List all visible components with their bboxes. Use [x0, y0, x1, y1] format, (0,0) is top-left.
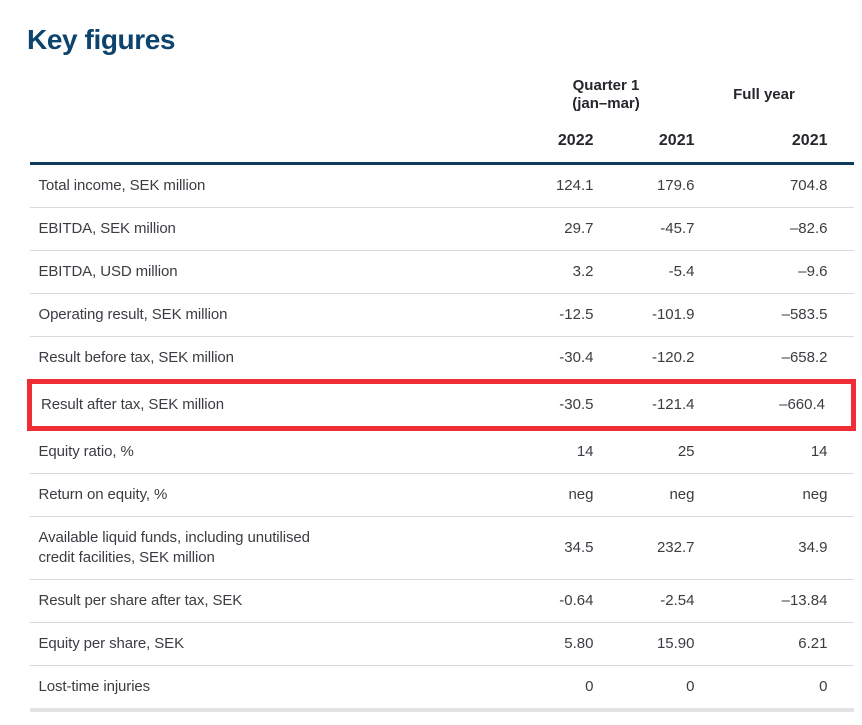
- column-group-row: Quarter 1 (jan–mar) Full year: [30, 64, 854, 126]
- table-row: Operating result, SEK million -12.5 -101…: [29, 293, 854, 337]
- year-header-row: 2022 2021 2021: [29, 126, 854, 165]
- value-q1-2022: 0: [489, 665, 594, 712]
- table-row: Available liquid funds, including unutil…: [29, 516, 854, 580]
- value-fy-2021: –658.2: [694, 336, 854, 382]
- value-fy-2021: –660.4: [694, 379, 856, 431]
- row-label: Available liquid funds, including unutil…: [29, 516, 490, 580]
- value-q1-2022: 14: [489, 428, 594, 474]
- table-row: Equity per share, SEK 5.80 15.90 6.21: [29, 622, 854, 666]
- value-fy-2021: 0: [694, 665, 854, 712]
- row-label: Result before tax, SEK million: [29, 336, 490, 382]
- value-q1-2021: -101.9: [593, 293, 695, 337]
- row-label: EBITDA, USD million: [29, 250, 490, 294]
- value-q1-2022: 5.80: [489, 622, 594, 666]
- value-fy-2021: 14: [694, 428, 854, 474]
- row-label: Equity ratio, %: [29, 428, 490, 474]
- table-row: Result before tax, SEK million -30.4 -12…: [29, 336, 854, 382]
- value-q1-2021: 232.7: [593, 516, 695, 580]
- column-group-fullyear: Full year: [733, 86, 795, 103]
- column-group-quarter1: Quarter 1 (jan–mar): [572, 77, 640, 112]
- value-q1-2022: 3.2: [489, 250, 594, 294]
- table-row: Return on equity, % neg neg neg: [29, 473, 854, 517]
- table-header: Quarter 1 (jan–mar) Full year 2022 2021 …: [29, 64, 854, 165]
- value-q1-2022: 29.7: [489, 207, 594, 251]
- row-label: Result per share after tax, SEK: [29, 579, 490, 623]
- table-row: Result per share after tax, SEK -0.64 -2…: [29, 579, 854, 623]
- value-q1-2022: -30.4: [489, 336, 594, 382]
- value-q1-2021: -5.4: [593, 250, 695, 294]
- row-label: EBITDA, SEK million: [29, 207, 490, 251]
- value-q1-2021: -121.4: [593, 379, 695, 431]
- value-q1-2022: -30.5: [489, 379, 594, 431]
- row-label: Lost-time injuries: [29, 665, 490, 712]
- value-fy-2021: –9.6: [694, 250, 854, 294]
- table-body: Total income, SEK million 124.1 179.6 70…: [27, 163, 856, 712]
- value-q1-2022: -0.64: [489, 579, 594, 623]
- value-fy-2021: –13.84: [694, 579, 854, 623]
- value-fy-2021: 34.9: [694, 516, 854, 580]
- table-row: EBITDA, SEK million 29.7 -45.7 –82.6: [29, 207, 854, 251]
- table-row-highlighted: Result after tax, SEK million -30.5 -121…: [27, 379, 856, 431]
- value-fy-2021: neg: [694, 473, 854, 517]
- value-fy-2021: –82.6: [694, 207, 854, 251]
- table-row: Equity ratio, % 14 25 14: [29, 428, 854, 474]
- table-row: EBITDA, USD million 3.2 -5.4 –9.6: [29, 250, 854, 294]
- value-q1-2022: 34.5: [489, 516, 594, 580]
- row-label: Return on equity, %: [29, 473, 490, 517]
- table-row: Total income, SEK million 124.1 179.6 70…: [29, 163, 854, 208]
- empty-header-cell: [30, 64, 490, 126]
- value-fy-2021: 704.8: [694, 163, 854, 208]
- value-q1-2021: -2.54: [593, 579, 695, 623]
- value-q1-2021: 0: [593, 665, 695, 712]
- column-header-fy-2021: 2021: [694, 126, 854, 165]
- value-q1-2022: -12.5: [489, 293, 594, 337]
- value-fy-2021: 6.21: [694, 622, 854, 666]
- value-q1-2022: neg: [489, 473, 594, 517]
- value-q1-2021: -45.7: [593, 207, 695, 251]
- empty-header-cell: [29, 126, 490, 165]
- value-q1-2021: 15.90: [593, 622, 695, 666]
- column-header-q1-2022: 2022: [489, 126, 594, 165]
- key-figures-table: Quarter 1 (jan–mar) Full year 2022 2021 …: [27, 64, 856, 712]
- page-title: Key figures: [27, 24, 176, 55]
- row-label: Total income, SEK million: [29, 163, 490, 208]
- row-label: Equity per share, SEK: [29, 622, 490, 666]
- row-label: Result after tax, SEK million: [27, 379, 490, 431]
- value-q1-2022: 124.1: [489, 163, 594, 208]
- value-q1-2021: -120.2: [593, 336, 695, 382]
- table-row: Lost-time injuries 0 0 0: [29, 665, 854, 712]
- column-header-q1-2021: 2021: [593, 126, 695, 165]
- value-fy-2021: –583.5: [694, 293, 854, 337]
- value-q1-2021: neg: [593, 473, 695, 517]
- value-q1-2021: 25: [593, 428, 695, 474]
- value-q1-2021: 179.6: [593, 163, 695, 208]
- row-label: Operating result, SEK million: [29, 293, 490, 337]
